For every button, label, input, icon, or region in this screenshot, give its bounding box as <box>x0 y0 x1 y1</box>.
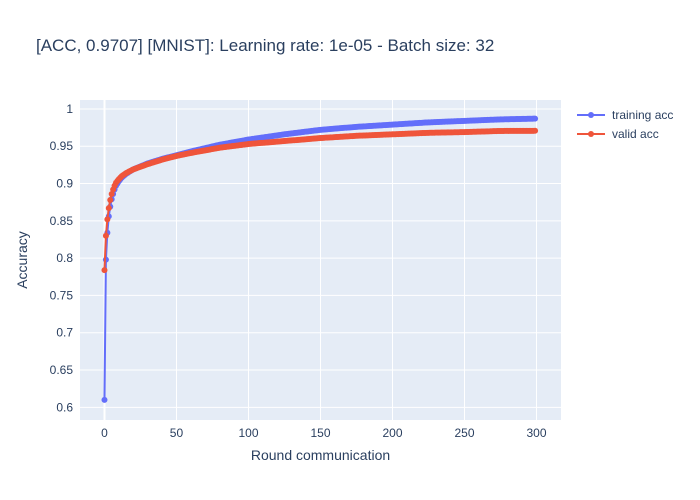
plot-area <box>80 100 561 420</box>
data-point <box>101 267 108 274</box>
data-point <box>104 216 111 223</box>
x-axis-ticks: 0 50 100 150 200 250 300 <box>101 426 547 440</box>
x-tick-label: 150 <box>310 426 330 440</box>
y-tick-label: 1 <box>66 102 73 116</box>
y-tick-label: 0.8 <box>56 251 73 265</box>
legend-label: valid acc <box>612 127 659 141</box>
x-tick-label: 300 <box>527 426 547 440</box>
y-tick-label: 0.65 <box>50 363 74 377</box>
data-point <box>102 232 109 239</box>
data-point <box>532 127 539 134</box>
x-axis-title: Round communication <box>251 447 390 463</box>
data-point <box>532 115 539 122</box>
legend-marker <box>588 112 594 118</box>
y-tick-label: 0.85 <box>50 214 74 228</box>
data-point <box>105 205 112 212</box>
y-axis-ticks: 0.6 0.65 0.7 0.75 0.8 0.85 0.9 0.95 1 <box>50 102 74 414</box>
data-point <box>107 196 114 203</box>
legend-item[interactable]: training acc <box>577 108 673 122</box>
data-point <box>101 396 108 403</box>
legend-item[interactable]: valid acc <box>577 127 659 141</box>
y-tick-label: 0.95 <box>50 139 74 153</box>
series-layer <box>101 115 539 403</box>
y-axis-title: Accuracy <box>14 231 30 289</box>
x-tick-label: 100 <box>238 426 258 440</box>
x-tick-label: 0 <box>101 426 108 440</box>
legend-label: training acc <box>612 108 673 122</box>
x-tick-label: 200 <box>382 426 402 440</box>
chart-title: [ACC, 0.9707] [MNIST]: Learning rate: 1e… <box>36 36 494 55</box>
x-tick-label: 250 <box>454 426 474 440</box>
series-2 <box>101 127 539 274</box>
y-tick-label: 0.7 <box>56 326 73 340</box>
y-tick-label: 0.75 <box>50 288 74 302</box>
y-tick-label: 0.6 <box>56 400 73 414</box>
legend-marker <box>588 131 594 137</box>
x-tick-label: 50 <box>170 426 184 440</box>
legend[interactable]: training acc valid acc <box>577 108 673 141</box>
y-tick-label: 0.9 <box>56 177 73 191</box>
